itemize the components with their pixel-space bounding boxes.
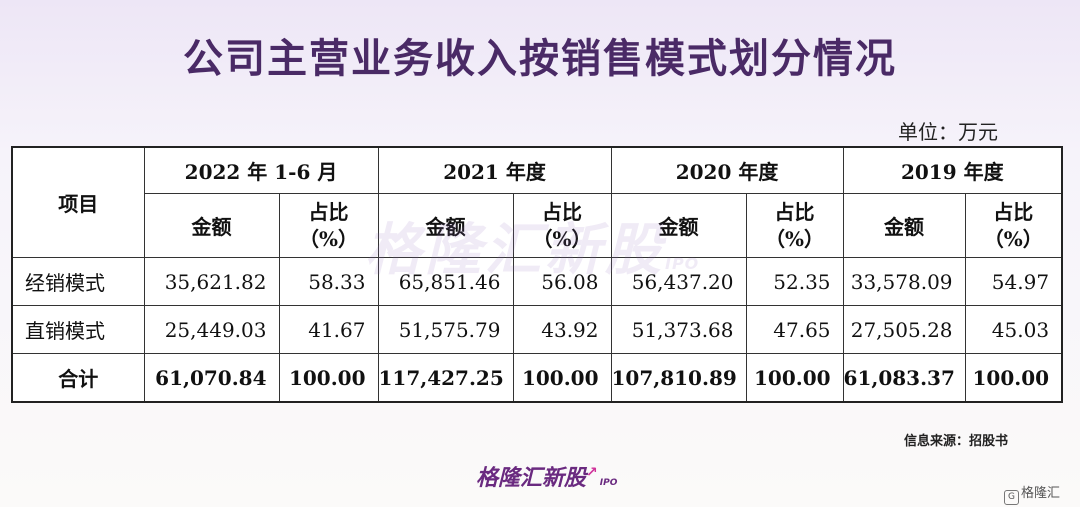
amount-cell: 35,621.82 — [143, 257, 280, 306]
row-label: 经销模式 — [11, 257, 145, 306]
amount-cell: 51,373.68 — [610, 305, 747, 354]
pct-header-line1: 占比 — [542, 199, 582, 224]
period-header: 2021 年度 — [377, 146, 612, 194]
table-row-direct: 直销模式 25,449.03 41.67 51,575.79 43.92 51,… — [11, 305, 1063, 354]
item-header: 项目 — [11, 146, 145, 258]
amount-cell: 25,449.03 — [143, 305, 280, 354]
brand-logo: 格隆汇新股↗IPO — [476, 460, 617, 492]
total-label: 合计 — [11, 353, 145, 403]
pct-header-line1: 占比 — [308, 199, 349, 224]
arrow-icon: ↗ — [586, 464, 598, 481]
row-label: 直销模式 — [11, 305, 145, 354]
total-amount-cell: 61,070.84 — [143, 353, 280, 403]
pct-header-line1: 占比 — [993, 199, 1034, 224]
amount-cell: 27,505.28 — [842, 305, 966, 354]
amount-cell: 51,575.79 — [377, 305, 514, 354]
pct-cell: 41.67 — [278, 305, 379, 354]
amount-header: 金额 — [377, 193, 514, 258]
total-amount-cell: 61,083.37 — [842, 353, 966, 403]
period-header: 2019 年度 — [842, 146, 1063, 194]
total-pct-cell: 100.00 — [278, 353, 379, 403]
pct-header-line1: 占比 — [774, 199, 815, 224]
corner-brand: G 格隆汇 — [1004, 482, 1060, 505]
logo-sub: IPO — [599, 478, 618, 488]
pct-cell: 54.97 — [964, 257, 1063, 306]
total-pct-cell: 100.00 — [964, 353, 1063, 403]
amount-cell: 33,578.09 — [842, 257, 966, 306]
brand-mark-icon: G — [1004, 490, 1019, 505]
amount-header: 金额 — [610, 193, 747, 258]
amount-cell: 56,437.20 — [610, 257, 747, 306]
total-pct-cell: 100.00 — [512, 353, 612, 403]
pct-header-line2: （%） — [532, 226, 592, 251]
pct-cell: 58.33 — [278, 257, 379, 306]
table-row-total: 合计 61,070.84 100.00 117,427.25 100.00 10… — [11, 353, 1063, 403]
total-amount-cell: 107,810.89 — [610, 353, 747, 403]
source-note: 信息来源：招股书 — [904, 434, 1009, 449]
page-title: 公司主营业务收入按销售模式划分情况 — [183, 36, 897, 82]
pct-header: 占比 （%） — [278, 193, 379, 258]
period-header: 2022 年 1-6 月 — [143, 146, 379, 194]
pct-cell: 47.65 — [745, 305, 844, 354]
amount-header: 金额 — [842, 193, 966, 258]
revenue-by-sales-mode-table: 项目 2022 年 1-6 月 2021 年度 2020 年度 2019 年度 … — [11, 146, 1064, 403]
pct-header-line2: （%） — [983, 226, 1043, 251]
pct-header: 占比 （%） — [964, 193, 1063, 258]
header-row-periods: 项目 2022 年 1-6 月 2021 年度 2020 年度 2019 年度 — [11, 146, 1063, 258]
amount-cell: 65,851.46 — [377, 257, 514, 306]
pct-header: 占比 （%） — [745, 193, 844, 258]
pct-cell: 45.03 — [964, 305, 1063, 354]
unit-label: 单位：万元 — [898, 120, 998, 144]
header-row-subheaders: 金额 占比 （%） 金额 占比 （%） 金额 占比 （%） 金额 占比 （%） — [12, 193, 1063, 258]
pct-cell: 56.08 — [512, 257, 612, 306]
total-amount-cell: 117,427.25 — [377, 353, 514, 403]
total-pct-cell: 100.00 — [745, 353, 844, 403]
period-header: 2020 年度 — [610, 146, 844, 194]
corner-brand-text: 格隆汇 — [1021, 486, 1061, 501]
logo-text: 格隆汇新股 — [476, 466, 587, 491]
table-row-distribution: 经销模式 35,621.82 58.33 65,851.46 56.08 56,… — [11, 257, 1063, 306]
pct-header-line2: （%） — [298, 226, 358, 251]
pct-header-line2: （%） — [765, 226, 825, 251]
pct-header: 占比 （%） — [512, 193, 612, 258]
amount-header: 金额 — [143, 193, 280, 258]
pct-cell: 52.35 — [745, 257, 844, 306]
pct-cell: 43.92 — [512, 305, 612, 354]
